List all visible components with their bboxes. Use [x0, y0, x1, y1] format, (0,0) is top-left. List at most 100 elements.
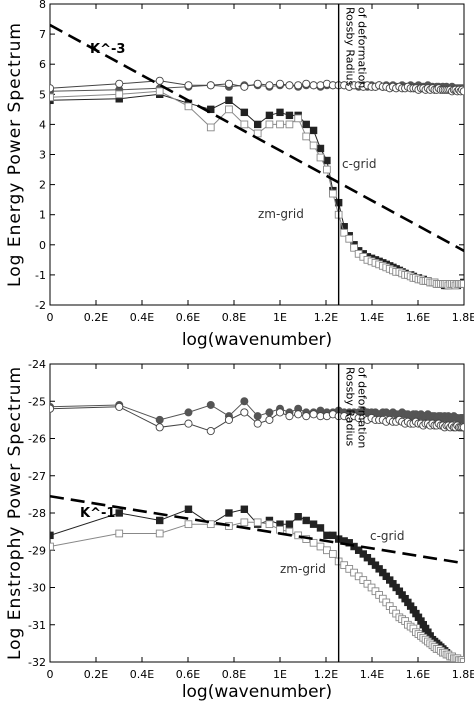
x-tick-label: 1.6E — [406, 311, 430, 324]
data-point — [224, 415, 233, 424]
slope-annotation: K^-1 — [80, 506, 115, 521]
x-axis-label: log(wavenumber) — [182, 330, 332, 350]
x-tick-label: 1.6E — [406, 668, 430, 681]
data-point — [309, 538, 318, 547]
data-point — [329, 531, 337, 540]
data-point — [155, 423, 164, 432]
rossby-radius-label: Rossby Radius — [344, 367, 357, 446]
y-tick-label: -31 — [28, 619, 46, 632]
data-point — [206, 400, 215, 409]
data-point — [265, 408, 274, 417]
data-point — [240, 518, 249, 527]
y-tick-label: 4 — [39, 118, 46, 131]
series-annotation: zm-grid — [280, 562, 326, 576]
data-point — [240, 505, 249, 513]
y-tick-label: -1 — [35, 269, 46, 282]
data-point — [285, 412, 294, 421]
data-point — [253, 518, 262, 527]
slope-annotation: K^-3 — [90, 42, 125, 57]
x-tick-label: 1.8E — [452, 311, 474, 324]
data-point — [115, 90, 124, 99]
data-point — [309, 126, 318, 135]
data-point — [225, 105, 233, 114]
chart-panel-2: 0 0.2E 0.4E 0.6E 0.8E 1E 1.2E 1.4E 1.6E 1.8E -32 -3… — [5, 358, 474, 702]
data-point — [309, 520, 318, 528]
x-tick-label: 0.8E — [222, 311, 246, 324]
y-axis-label: Log Enstrophy Power Spectrum — [5, 366, 25, 660]
data-point — [253, 412, 262, 421]
data-point — [459, 87, 464, 96]
data-point — [115, 509, 123, 517]
data-point — [184, 419, 193, 428]
series-annotation: zm-grid — [258, 207, 304, 221]
data-point — [155, 87, 164, 96]
data-point — [275, 408, 285, 417]
data-point — [206, 426, 215, 436]
data-point — [115, 402, 124, 411]
x-tick-label: 1.8E — [452, 668, 474, 681]
data-point — [50, 93, 54, 102]
y-tick-label: 6 — [39, 58, 46, 71]
x-tick-label: 0 — [47, 668, 54, 681]
data-point — [240, 120, 249, 129]
chart-panel-1: 0 0.2E 0.4E 0.6E 0.8E 1E 1.2E 1.4E 1.6E 1.8E -2 -1 0… — [5, 0, 474, 350]
data-point — [184, 102, 193, 111]
data-point — [340, 228, 349, 237]
data-point — [367, 557, 376, 566]
y-tick-label: -2 — [35, 299, 46, 312]
data-point — [359, 550, 367, 558]
x-tick-label: 0.4E — [130, 311, 154, 324]
data-point — [265, 81, 274, 90]
data-point — [275, 79, 285, 88]
data-point — [294, 114, 303, 123]
data-point — [155, 415, 164, 424]
data-point — [285, 111, 294, 120]
plot-area — [50, 23, 464, 290]
data-point — [285, 120, 294, 129]
y-tick-label: 7 — [39, 28, 46, 41]
data-point — [302, 120, 310, 129]
y-tick-label: 1 — [39, 209, 46, 222]
data-point — [265, 120, 274, 129]
data-point — [316, 542, 325, 551]
y-tick-label: -24 — [28, 358, 46, 371]
y-tick-label: -27 — [28, 470, 46, 483]
x-tick-label: 0.2E — [84, 668, 108, 681]
data-point — [363, 553, 372, 562]
data-point — [316, 524, 325, 532]
x-tick-label: 0 — [47, 311, 54, 324]
data-point — [302, 412, 311, 421]
rossby-radius-label: of deformation — [356, 367, 369, 448]
y-tick-label: -30 — [28, 582, 46, 595]
data-point — [276, 525, 284, 534]
x-tick-label: 1E — [273, 668, 287, 681]
x-tick-label: 1.2E — [314, 668, 338, 681]
data-point — [225, 509, 233, 517]
data-point — [459, 280, 464, 288]
reference-slope-line — [50, 23, 464, 252]
data-point — [459, 415, 464, 424]
y-tick-label: 5 — [39, 88, 46, 101]
reference-slope-line — [50, 494, 464, 565]
x-tick-label: 1E — [273, 311, 287, 324]
x-tick-label: 0.8E — [222, 668, 246, 681]
data-point — [345, 234, 354, 243]
data-point — [350, 243, 358, 252]
data-point — [345, 539, 353, 547]
data-point — [155, 529, 164, 538]
data-point — [302, 79, 311, 88]
data-point — [253, 79, 262, 88]
data-point — [309, 410, 318, 419]
data-point — [225, 96, 233, 105]
data-point — [184, 408, 193, 417]
data-point — [184, 505, 193, 513]
data-point — [156, 516, 164, 525]
data-point — [309, 81, 318, 90]
y-tick-label: 3 — [39, 149, 46, 162]
data-point — [224, 79, 233, 88]
data-point — [265, 520, 274, 529]
data-point — [302, 516, 310, 525]
data-point — [184, 520, 193, 529]
data-point — [50, 531, 54, 540]
y-tick-label: 8 — [39, 0, 46, 11]
